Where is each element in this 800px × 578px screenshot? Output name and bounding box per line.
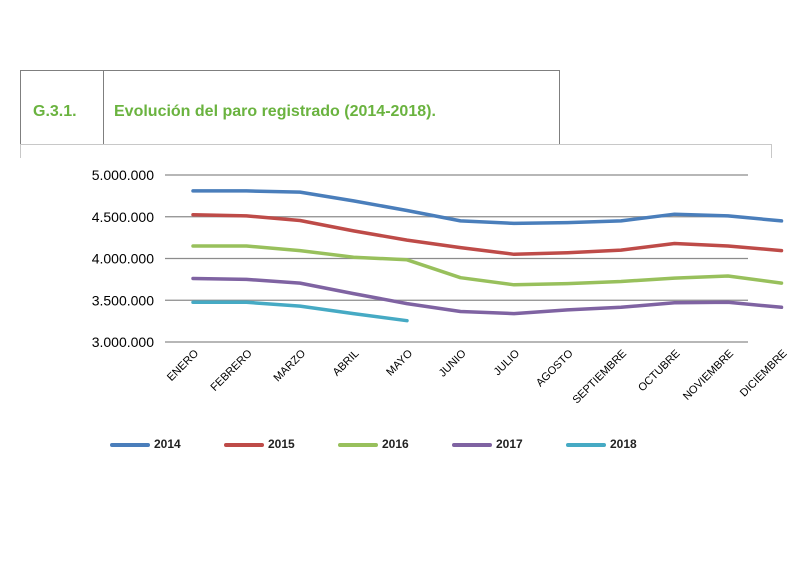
figure-title: Evolución del paro registrado (2014-2018… xyxy=(114,103,436,120)
x-tick-label: MARZO xyxy=(272,347,309,384)
header-divider xyxy=(103,71,104,144)
y-tick-label: 3.500.000 xyxy=(92,292,154,308)
right-tick xyxy=(771,144,772,158)
top-rule xyxy=(20,144,772,145)
legend-swatch xyxy=(110,443,150,447)
x-tick-label: ENERO xyxy=(165,347,201,383)
legend-label: 2017 xyxy=(496,437,523,451)
series-line-2017 xyxy=(191,276,784,316)
x-tick-label: DICIEMBRE xyxy=(738,348,790,400)
x-tick-label: JUNIO xyxy=(437,347,469,379)
y-tick-label: 5.000.000 xyxy=(92,167,154,183)
legend-label: 2015 xyxy=(268,437,295,451)
x-tick-label: NOVIEMBRE xyxy=(681,348,736,403)
legend-label: 2018 xyxy=(610,437,637,451)
x-tick-label: AGOSTO xyxy=(534,347,576,389)
x-tick-label: MAYO xyxy=(384,347,415,378)
legend-label: 2014 xyxy=(154,437,181,451)
series-line-2016 xyxy=(191,244,784,287)
legend-swatch xyxy=(224,443,264,447)
x-tick-label: FEBRERO xyxy=(209,347,255,393)
x-tick-label: OCTUBRE xyxy=(636,348,683,395)
y-tick-label: 3.000.000 xyxy=(92,334,154,350)
series-line-2015 xyxy=(191,212,784,257)
x-tick-label: JULIO xyxy=(492,347,523,378)
series-line-2018 xyxy=(191,300,409,323)
left-tick xyxy=(20,144,21,158)
legend-swatch xyxy=(452,443,492,447)
x-tick-label: SEPTIEMBRE xyxy=(570,348,629,407)
y-tick-label: 4.000.000 xyxy=(92,251,154,267)
x-tick-label: ABRIL xyxy=(331,348,362,379)
legend-label: 2016 xyxy=(382,437,409,451)
series-line-2014 xyxy=(191,189,784,226)
y-tick-label: 4.500.000 xyxy=(92,209,154,225)
figure-header: G.3.1. Evolución del paro registrado (20… xyxy=(20,70,560,144)
legend-swatch xyxy=(566,443,606,447)
legend-swatch xyxy=(338,443,378,447)
figure-number: G.3.1. xyxy=(33,103,77,120)
